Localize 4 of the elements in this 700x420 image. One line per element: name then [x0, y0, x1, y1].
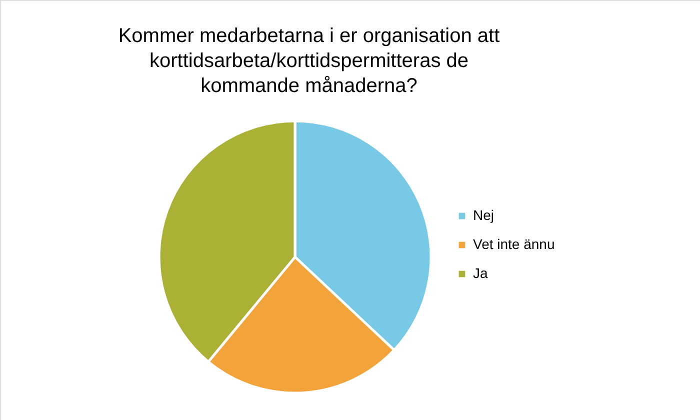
chart-title: Kommer medarbetarna i er organisation att korttidsarbeta/korttidspermitteras de kommande månaderna? [118, 25, 500, 97]
legend-label: Ja [473, 265, 488, 281]
legend-label: Nej [473, 207, 494, 223]
legend-label: Vet inte ännu [473, 236, 555, 252]
